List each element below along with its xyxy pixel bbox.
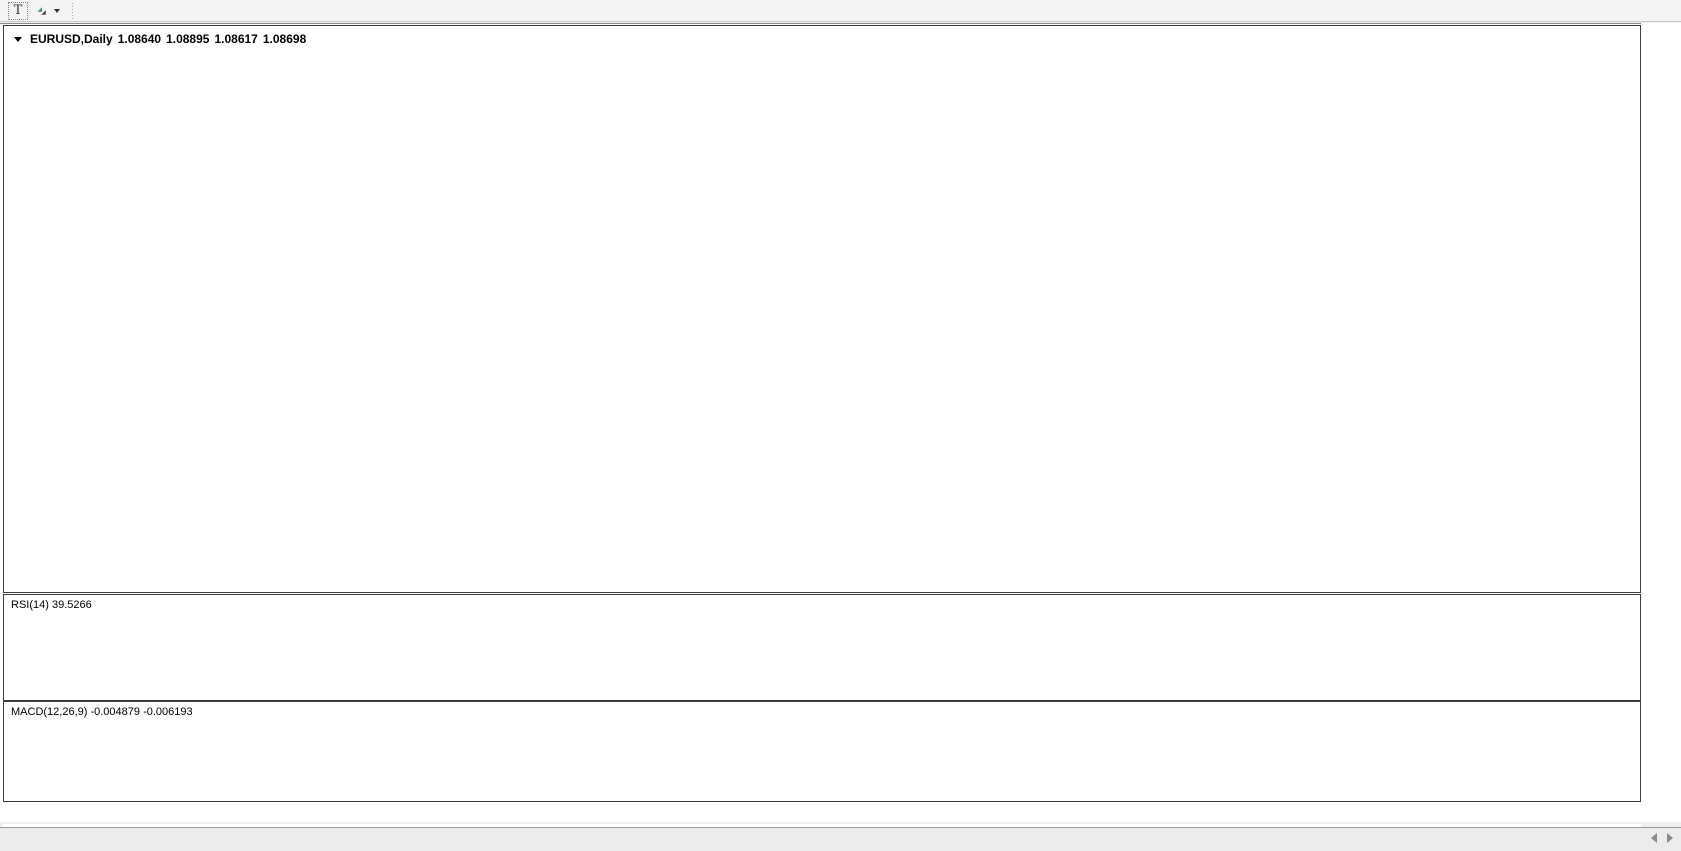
arrange-arrows-button[interactable] [36, 2, 60, 20]
macd-canvas[interactable] [4, 702, 1640, 801]
tab-scroll-right-icon[interactable] [1667, 833, 1673, 843]
tab-scroll-left-icon[interactable] [1651, 833, 1657, 843]
symbol-period-label: EURUSD,Daily [30, 32, 113, 46]
ohlc-open: 1.08640 [117, 32, 162, 46]
ohlc-close: 1.08698 [262, 32, 307, 46]
chart-tab-bar [0, 827, 1681, 851]
arrange-arrows-icon [37, 6, 46, 15]
symbol-ohlc-readout: EURUSD,Daily 1.08640 1.08895 1.08617 1.0… [14, 32, 306, 46]
collapse-indicator-icon[interactable] [14, 36, 22, 42]
ohlc-high: 1.08895 [166, 32, 210, 46]
rsi-pane[interactable]: RSI(14) 39.5266 [3, 594, 1641, 701]
dropdown-caret-icon[interactable] [54, 8, 60, 13]
price-axis-column[interactable] [1641, 23, 1681, 822]
chart-window: EURUSD,Daily 1.08640 1.08895 1.08617 1.0… [0, 23, 1681, 846]
toolbar-grip[interactable] [70, 2, 75, 19]
ohlc-low: 1.08617 [214, 32, 258, 46]
macd-pane[interactable]: MACD(12,26,9) -0.004879 -0.006193 [3, 701, 1641, 802]
price-pane[interactable]: EURUSD,Daily 1.08640 1.08895 1.08617 1.0… [3, 25, 1641, 593]
rsi-canvas[interactable] [4, 595, 1640, 700]
toolbar: T [0, 0, 1681, 22]
rsi-indicator-label: RSI(14) 39.5266 [11, 599, 92, 611]
macd-indicator-label: MACD(12,26,9) -0.004879 -0.006193 [11, 706, 193, 718]
price-chart-canvas[interactable] [4, 26, 1640, 592]
text-tool-button[interactable]: T [8, 1, 28, 20]
tab-scroll-controls [1651, 833, 1673, 843]
